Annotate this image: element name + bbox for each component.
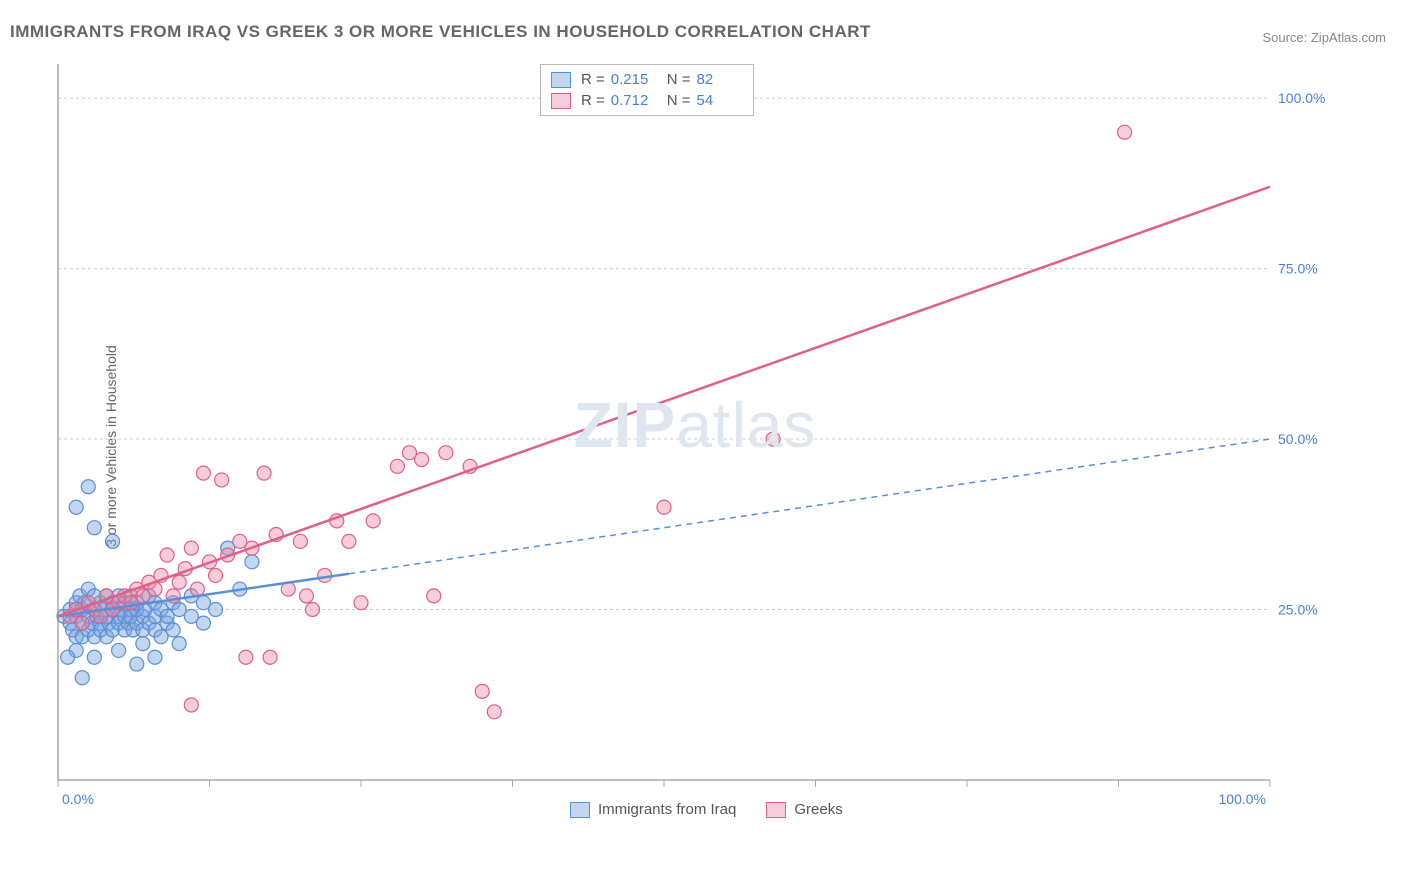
source-label: Source: ZipAtlas.com xyxy=(1262,30,1386,45)
r-value-iraq: 0.215 xyxy=(611,71,657,88)
svg-text:75.0%: 75.0% xyxy=(1278,261,1318,277)
legend-stats-box: R = 0.215 N = 82 R = 0.712 N = 54 xyxy=(540,64,754,116)
r-label: R = xyxy=(581,92,605,109)
n-label: N = xyxy=(667,71,691,88)
legend-item-iraq: Immigrants from Iraq xyxy=(570,801,736,818)
n-value-iraq: 82 xyxy=(697,71,743,88)
svg-text:0.0%: 0.0% xyxy=(62,791,94,807)
legend-stats-row-1: R = 0.712 N = 54 xyxy=(551,90,743,111)
series-label-greeks: Greeks xyxy=(794,801,842,818)
legend-item-greeks: Greeks xyxy=(766,801,842,818)
legend-stats-row-0: R = 0.215 N = 82 xyxy=(551,69,743,90)
chart-plot: 25.0%50.0%75.0%100.0%0.0%100.0% ZIPatlas… xyxy=(50,60,1340,820)
swatch-iraq xyxy=(551,72,571,88)
chart-title: IMMIGRANTS FROM IRAQ VS GREEK 3 OR MORE … xyxy=(10,22,871,42)
legend-series: Immigrants from Iraq Greeks xyxy=(570,801,843,818)
svg-text:50.0%: 50.0% xyxy=(1278,431,1318,447)
n-value-greeks: 54 xyxy=(697,92,743,109)
r-label: R = xyxy=(581,71,605,88)
swatch-iraq xyxy=(570,802,590,818)
series-label-iraq: Immigrants from Iraq xyxy=(598,801,736,818)
svg-text:100.0%: 100.0% xyxy=(1278,90,1325,106)
svg-text:100.0%: 100.0% xyxy=(1219,791,1266,807)
swatch-greeks xyxy=(766,802,786,818)
svg-text:25.0%: 25.0% xyxy=(1278,602,1318,618)
swatch-greeks xyxy=(551,93,571,109)
n-label: N = xyxy=(667,92,691,109)
r-value-greeks: 0.712 xyxy=(611,92,657,109)
chart-svg: 25.0% 50.0% 75.0% 100.0% 0.0% 100.0% xyxy=(50,60,1340,820)
